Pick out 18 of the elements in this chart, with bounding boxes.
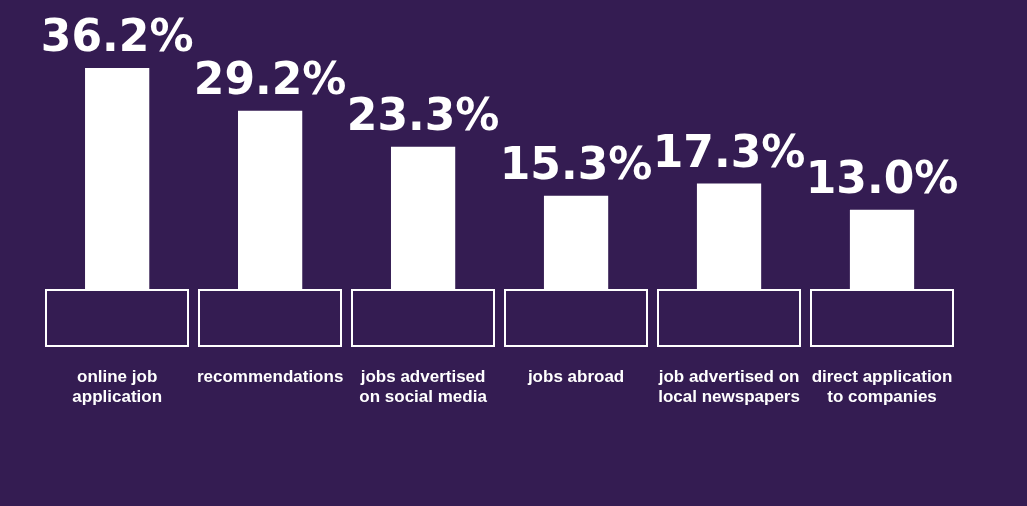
data-label: 15.3% [499, 138, 653, 190]
x-tick-label: job advertised on local newspapers [657, 367, 800, 407]
bar [390, 146, 456, 290]
data-label: 17.3% [652, 125, 806, 177]
data-label: 36.2% [40, 10, 194, 62]
x-tick-label: recommendations [196, 367, 344, 387]
bar [238, 110, 303, 290]
data-label: 13.0% [805, 152, 959, 204]
data-label: 29.2% [193, 53, 347, 105]
bar [543, 195, 609, 290]
bar [849, 209, 915, 290]
x-tick-label: jobs advertised on social media [359, 367, 488, 407]
bar [696, 183, 762, 290]
x-tick-label: direct application to companies [811, 367, 953, 407]
bar [85, 68, 150, 290]
x-tick-label: jobs abroad [526, 367, 625, 387]
data-label: 23.3% [346, 89, 500, 141]
x-tick-label: online job application [72, 367, 163, 407]
